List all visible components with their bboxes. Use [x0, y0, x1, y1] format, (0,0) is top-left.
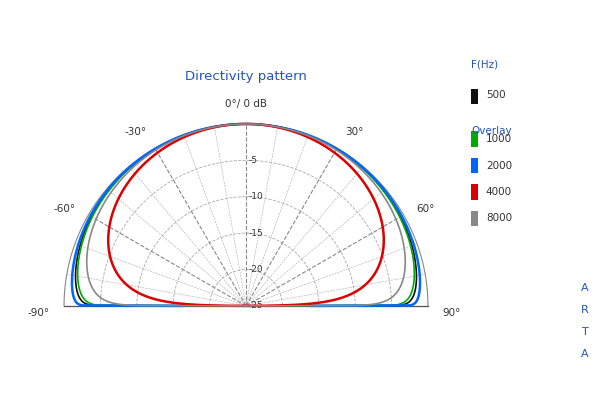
Text: A: A [581, 349, 589, 359]
Bar [471, 211, 478, 226]
Text: 60°: 60° [416, 204, 435, 214]
Text: -30°: -30° [125, 127, 147, 137]
Text: 4000: 4000 [486, 187, 512, 197]
Text: -60°: -60° [53, 204, 76, 214]
Text: R: R [581, 305, 589, 315]
Text: 90°: 90° [443, 308, 461, 318]
Text: -20: -20 [248, 265, 263, 274]
Text: -5: -5 [248, 156, 257, 165]
Text: F(Hz): F(Hz) [471, 60, 498, 70]
Text: -15: -15 [248, 229, 263, 238]
Bar [471, 184, 478, 200]
Text: 30°: 30° [345, 127, 364, 137]
Text: 8000: 8000 [486, 213, 512, 223]
Text: Overlay: Overlay [471, 126, 512, 136]
Text: 2000: 2000 [486, 160, 512, 170]
Text: T: T [581, 327, 589, 337]
Text: 1000: 1000 [486, 134, 512, 144]
Text: -25: -25 [248, 302, 263, 310]
Bar [471, 158, 478, 173]
Text: -90°: -90° [28, 308, 49, 318]
Bar [471, 89, 478, 104]
Text: A: A [581, 283, 589, 293]
Text: Directivity pattern: Directivity pattern [185, 70, 307, 83]
Text: -10: -10 [248, 192, 263, 201]
Bar [471, 132, 478, 147]
Text: 500: 500 [486, 90, 505, 100]
Text: 0°/ 0 dB: 0°/ 0 dB [225, 99, 267, 109]
